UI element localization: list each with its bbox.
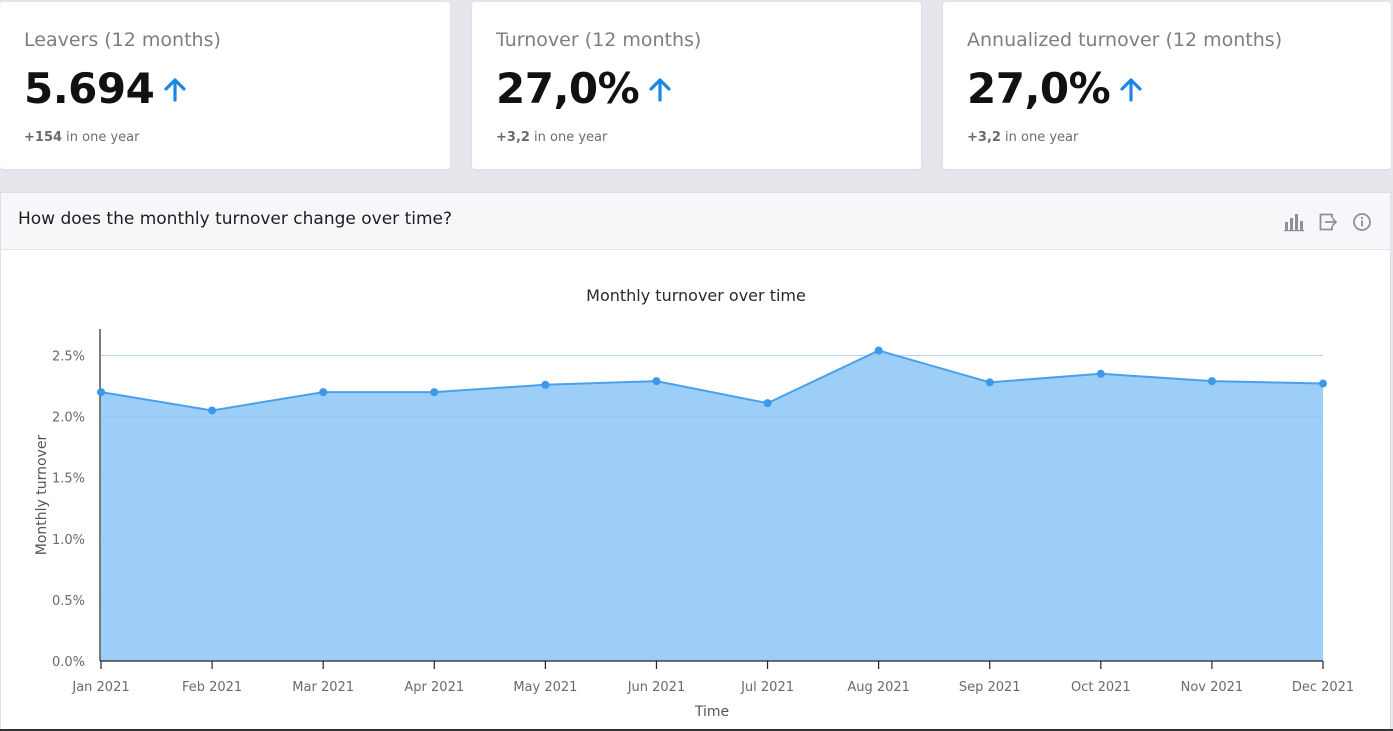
kpi-title: Turnover (12 months)	[496, 29, 702, 51]
panel-question: How does the monthly turnover change ove…	[18, 209, 452, 229]
kpi-delta: +154 in one year	[24, 130, 139, 145]
kpi-delta-text: in one year	[1000, 130, 1079, 145]
kpi-card-leavers: Leavers (12 months) 5.694 +154 in one ye…	[0, 2, 450, 169]
kpi-value: 27,0%	[496, 64, 673, 113]
arrow-up-icon	[162, 64, 188, 113]
kpi-value: 27,0%	[967, 64, 1144, 113]
kpi-delta-text: in one year	[62, 130, 140, 145]
kpi-title: Annualized turnover (12 months)	[967, 29, 1283, 51]
kpi-delta-value: +3,2	[496, 130, 530, 145]
kpi-delta-value: +154	[24, 130, 63, 145]
info-icon[interactable]	[1352, 212, 1372, 232]
kpi-value-text: 27,0%	[967, 64, 1111, 113]
kpi-value-text: 27,0%	[496, 64, 640, 113]
window-bottom-edge	[0, 729, 1393, 731]
kpi-delta: +3,2 in one year	[496, 130, 607, 145]
kpi-delta: +3,2 in one year	[967, 130, 1078, 145]
arrow-up-icon	[1118, 64, 1144, 113]
export-icon[interactable]	[1318, 212, 1338, 232]
kpi-title: Leavers (12 months)	[24, 29, 221, 51]
kpi-value-text: 5.694	[24, 64, 155, 113]
arrow-up-icon	[647, 64, 673, 113]
kpi-value: 5.694	[24, 64, 188, 113]
bar-chart-icon[interactable]	[1284, 212, 1304, 232]
kpi-delta-text: in one year	[529, 130, 608, 145]
chart-panel: How does the monthly turnover change ove…	[0, 192, 1391, 731]
kpi-card-annualized-turnover: Annualized turnover (12 months) 27,0% +3…	[943, 2, 1391, 169]
panel-header: How does the monthly turnover change ove…	[1, 193, 1390, 250]
kpi-card-turnover: Turnover (12 months) 27,0% +3,2 in one y…	[472, 2, 921, 169]
kpi-delta-value: +3,2	[967, 130, 1001, 145]
